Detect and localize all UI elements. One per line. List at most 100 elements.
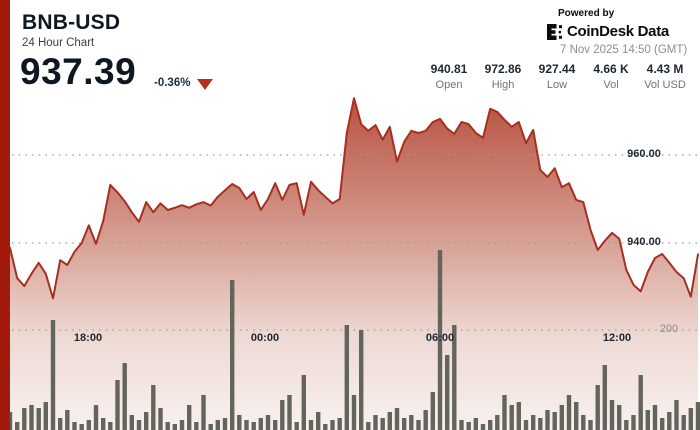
volume-bar bbox=[287, 395, 292, 430]
stat-vol-usd-label: Vol USD bbox=[644, 79, 686, 91]
volume-bar bbox=[230, 280, 235, 430]
volume-bar bbox=[387, 412, 392, 430]
volume-bar bbox=[416, 420, 421, 430]
volume-bar bbox=[115, 380, 120, 430]
volume-bar bbox=[488, 420, 493, 430]
volume-bars bbox=[7, 250, 700, 430]
volume-bar bbox=[179, 420, 185, 430]
volume-bar bbox=[43, 402, 48, 430]
volume-bar bbox=[495, 415, 500, 430]
volume-bar bbox=[581, 415, 586, 430]
triangle-down-icon bbox=[197, 79, 213, 90]
volume-bar bbox=[215, 420, 220, 430]
volume-bar bbox=[516, 402, 521, 430]
volume-bar bbox=[588, 420, 593, 430]
stats-row: 940.81 Open 972.86 High 927.44 Low 4.66 … bbox=[422, 62, 692, 91]
volume-bar bbox=[452, 325, 457, 430]
volume-bar bbox=[380, 418, 385, 430]
volume-bar bbox=[294, 422, 299, 430]
volume-bar bbox=[36, 408, 41, 430]
volume-bar bbox=[409, 415, 414, 430]
instrument-symbol: BNB-USD bbox=[22, 11, 121, 34]
volume-bar bbox=[351, 395, 357, 430]
volume-bar bbox=[58, 418, 63, 430]
volume-bar bbox=[645, 410, 650, 430]
volume-bar bbox=[688, 408, 693, 430]
stat-low: 927.44 Low bbox=[530, 62, 584, 91]
volume-bar bbox=[667, 412, 672, 430]
volume-bar bbox=[652, 405, 658, 430]
volume-bar bbox=[566, 395, 572, 430]
volume-bar bbox=[172, 424, 177, 430]
volume-bar bbox=[552, 412, 557, 430]
volume-bar bbox=[144, 412, 149, 430]
volume-bar bbox=[187, 405, 192, 430]
volume-bar bbox=[222, 418, 228, 430]
stat-vol-usd-value: 4.43 M bbox=[646, 62, 684, 76]
volume-bar bbox=[602, 365, 607, 430]
volume-bar bbox=[631, 415, 636, 430]
volume-bar bbox=[151, 385, 156, 430]
volume-bar bbox=[674, 400, 679, 430]
volume-bar bbox=[273, 420, 278, 430]
volume-bar bbox=[459, 420, 464, 430]
stat-low-label: Low bbox=[546, 79, 568, 91]
volume-bar bbox=[366, 422, 371, 430]
volume-bar bbox=[624, 420, 629, 430]
volume-bar bbox=[445, 355, 450, 430]
volume-bar bbox=[65, 410, 70, 430]
accent-strip bbox=[0, 0, 10, 430]
stat-low-value: 927.44 bbox=[538, 62, 576, 76]
powered-by-label: Powered by bbox=[558, 8, 615, 19]
volume-bar bbox=[595, 385, 600, 430]
volume-bar bbox=[359, 330, 364, 430]
volume-bar bbox=[681, 415, 686, 430]
volume-bar bbox=[86, 420, 91, 430]
volume-bar bbox=[574, 402, 579, 430]
volume-bar bbox=[660, 418, 665, 430]
volume-bar bbox=[208, 424, 213, 430]
stat-high-value: 972.86 bbox=[484, 62, 522, 76]
volume-bar bbox=[265, 415, 271, 430]
price-change-percent: -0.36% bbox=[154, 77, 191, 89]
volume-bar bbox=[101, 418, 106, 430]
volume-bar bbox=[617, 405, 622, 430]
volume-bar bbox=[129, 415, 134, 430]
chart-period-subtitle: 24 Hour Chart bbox=[22, 37, 95, 49]
stat-open-label: Open bbox=[435, 79, 463, 91]
volume-bar bbox=[373, 415, 378, 430]
horizontal-gridlines bbox=[12, 154, 698, 331]
coindesk-logo-icon bbox=[547, 23, 563, 40]
volume-bar bbox=[72, 422, 77, 430]
volume-bar bbox=[194, 422, 199, 430]
volume-bar bbox=[394, 408, 400, 430]
volume-bar bbox=[330, 420, 335, 430]
stat-high-label: High bbox=[491, 79, 515, 91]
volume-bar bbox=[337, 418, 342, 430]
volume-bar bbox=[93, 405, 99, 430]
volume-bar bbox=[22, 408, 27, 430]
chart-timestamp: 7 Nov 2025 14:50 (GMT) bbox=[560, 44, 688, 56]
volume-bar bbox=[509, 405, 514, 430]
volume-bar bbox=[466, 422, 471, 430]
volume-bar bbox=[423, 410, 428, 430]
stat-vol-label: Vol bbox=[603, 79, 619, 91]
volume-bar bbox=[695, 402, 700, 430]
volume-bar bbox=[122, 363, 127, 430]
volume-bar bbox=[50, 320, 56, 430]
volume-bar bbox=[559, 405, 564, 430]
volume-bar bbox=[473, 418, 478, 430]
stat-vol-usd: 4.43 M Vol USD bbox=[638, 62, 692, 91]
volume-bar bbox=[280, 400, 285, 430]
volume-bar bbox=[108, 422, 113, 430]
volume-bar bbox=[638, 375, 643, 430]
current-price: 937.39 bbox=[20, 51, 137, 92]
volume-bar bbox=[344, 325, 349, 430]
volume-bar bbox=[538, 418, 543, 430]
volume-bar bbox=[7, 412, 13, 430]
stat-open: 940.81 Open bbox=[422, 62, 476, 91]
volume-bar bbox=[79, 424, 84, 430]
volume-bar bbox=[480, 424, 486, 430]
coindesk-data-logo[interactable]: CoinDesk Data bbox=[547, 23, 669, 40]
